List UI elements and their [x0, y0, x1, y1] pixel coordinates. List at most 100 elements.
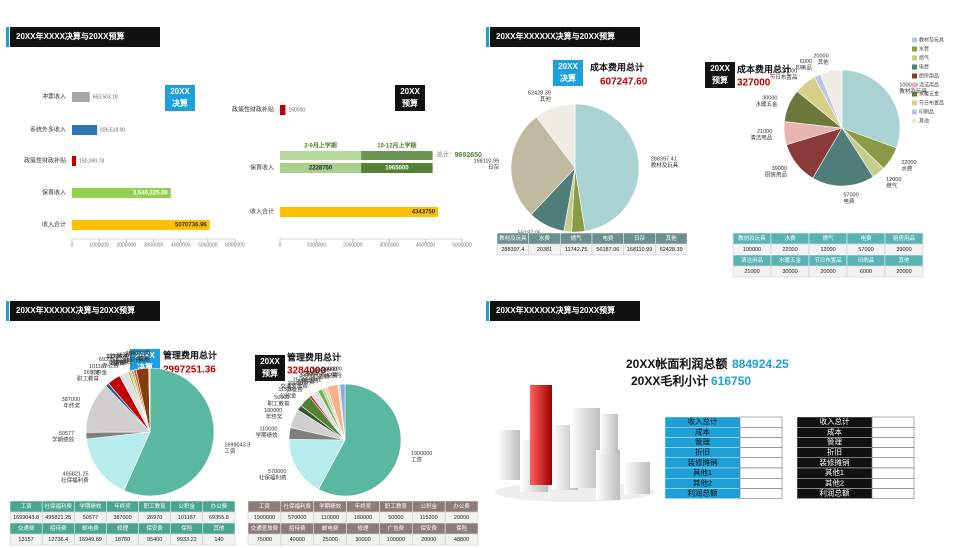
- slice-value: 30000: [306, 371, 321, 377]
- x-tick-label: 2000000: [117, 242, 137, 248]
- slice-value: 22000: [901, 160, 916, 166]
- legend-swatch: [912, 100, 917, 106]
- table-value: 75000: [257, 537, 272, 543]
- legend-label: 水费: [919, 45, 929, 52]
- badge-bg: [705, 62, 735, 88]
- profit-value-cell: [871, 457, 915, 469]
- slice-name: 印刷品: [796, 64, 813, 72]
- stack-segment: [280, 163, 362, 173]
- slice-name: 工资: [224, 447, 236, 455]
- slice-value: 40000: [299, 374, 314, 380]
- slice-value: 570000: [268, 469, 286, 475]
- slice-name: 日杂: [488, 163, 500, 171]
- badge-text: 决算: [172, 98, 188, 108]
- slice-name: 节日布置品: [770, 73, 798, 81]
- slice-value: 20000: [813, 54, 828, 60]
- bar: [72, 156, 77, 166]
- pie-slice: [536, 103, 576, 169]
- slice-name: 职工教育: [77, 375, 100, 383]
- pie-slice: [123, 367, 215, 497]
- profit-row-label: 利润总额: [820, 487, 850, 497]
- table-head: 电费: [602, 234, 614, 242]
- panel-header-accent: [6, 27, 9, 47]
- table-head: 教材及玩具: [499, 234, 527, 242]
- table-head: 燃气: [822, 234, 834, 242]
- table-head: 水费: [539, 234, 551, 242]
- table-head: 年终奖: [355, 502, 372, 510]
- table-value: 20381: [537, 247, 552, 253]
- decor-3d-bars: [495, 385, 655, 502]
- table-value: 387000: [113, 515, 131, 521]
- slice-value: 50000: [274, 395, 289, 401]
- table-value: 115200: [420, 515, 438, 521]
- table-head: 邮电费: [322, 524, 339, 532]
- slice-name: 燃气: [886, 181, 898, 189]
- x-tick-label: 1000000: [89, 242, 109, 248]
- slice-value: 50577: [59, 431, 74, 437]
- value-label: 150000: [288, 107, 305, 113]
- slice-name: 学期绩效: [52, 435, 75, 443]
- slice-value: 1699043.8: [224, 442, 250, 448]
- table-head: 保安费: [420, 524, 437, 532]
- stack-value: 1965000: [385, 166, 409, 172]
- table-head: 公积金: [179, 502, 196, 510]
- table-value: 570000: [288, 515, 306, 521]
- profit-row-label: 其他2: [825, 477, 844, 487]
- x-tick-label: 2000000: [343, 242, 363, 248]
- table-value: 288397.4: [501, 247, 524, 253]
- table-cell: [884, 265, 924, 278]
- table-value: 26970: [147, 515, 162, 521]
- table-value: 180000: [354, 515, 372, 521]
- table-head: 保安费: [146, 524, 163, 532]
- pie-total: 3284000: [287, 366, 326, 377]
- profit-value: 884924.25: [732, 357, 789, 371]
- panel-header: 20XX年XXXXXX决算与20XX预算: [496, 305, 615, 315]
- profit-row-label: 收入总计: [688, 416, 718, 426]
- table-value: 16949.89: [79, 537, 102, 543]
- profit-row-label: 装修摊销: [820, 457, 850, 467]
- profit-value-cell: [871, 447, 915, 459]
- slice-value: 1900000: [411, 451, 432, 457]
- profit-value-cell: [871, 488, 915, 499]
- table-head: 交通差旅费: [251, 524, 279, 532]
- table-head: 办公费: [211, 502, 228, 510]
- slice-name: 社保福利费: [259, 473, 287, 481]
- table-head: 保险: [456, 524, 468, 532]
- slice-name: 修理: [311, 375, 323, 383]
- category-label: 收入合计: [250, 208, 274, 216]
- legend-swatch: [912, 82, 917, 88]
- slice-value: 69355.8: [99, 357, 119, 363]
- pie-total: 607247.60: [600, 77, 648, 88]
- slice-value: 180000: [264, 408, 282, 414]
- table-head: 社保福利费: [44, 502, 72, 510]
- slice-value: 20000: [322, 367, 337, 373]
- table-head: 水费: [784, 234, 796, 242]
- profit-value-cell: [871, 437, 915, 448]
- stack-segment: [361, 163, 433, 173]
- legend-label: 教材及玩具: [919, 36, 944, 43]
- table-value: 140: [214, 537, 223, 543]
- badge-text: 20XX: [558, 62, 578, 71]
- legend-swatch: [912, 46, 917, 52]
- value-label: 5070736.96: [175, 223, 207, 229]
- badge-bg: [255, 355, 285, 381]
- profit-row-label: 管理: [827, 436, 842, 446]
- table-value: 1900000: [254, 515, 275, 521]
- value-label: 4343750: [412, 210, 436, 216]
- pie-slice: [841, 69, 901, 149]
- table-cell: [202, 533, 236, 546]
- panel-header-accent: [6, 301, 9, 321]
- table-head: 职工教育: [144, 502, 167, 510]
- slice-value: 110000: [260, 426, 278, 432]
- value-label: 926,518.00: [100, 127, 125, 133]
- profit-value-cell: [871, 416, 915, 428]
- panel-header-accent: [486, 301, 489, 321]
- table-value: 50000: [388, 515, 403, 521]
- table-head: 办公费: [453, 502, 470, 510]
- profit-value-cell: [739, 437, 783, 448]
- table-head: 招待费: [289, 524, 306, 532]
- x-tick-label: 5000000: [452, 242, 472, 248]
- pie-total: 2997251.36: [163, 365, 216, 376]
- slice-name: 保安费: [124, 356, 141, 364]
